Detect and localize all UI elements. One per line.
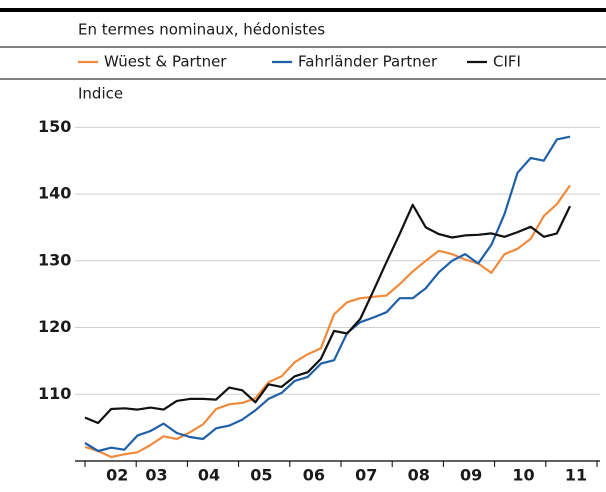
x-tick-label: 05	[250, 466, 272, 485]
y-tick-label: 120	[38, 317, 71, 336]
x-tick-label: 11	[565, 466, 587, 485]
series-line	[84, 135, 571, 453]
y-tick-label: 150	[38, 117, 71, 136]
y-tick-label: 140	[38, 184, 71, 203]
x-tick-label: 10	[512, 466, 534, 485]
x-tick-label: 07	[355, 466, 377, 485]
x-tick-label: 09	[460, 466, 482, 485]
x-tick-label: 08	[408, 466, 430, 485]
top-rule	[0, 8, 606, 12]
x-tick-label: 02	[106, 466, 128, 485]
y-tick-label: 110	[38, 384, 71, 403]
series-line	[84, 184, 571, 459]
legend-label: Fahrländer Partner	[298, 53, 438, 71]
subtitle: En termes nominaux, hédonistes	[78, 21, 325, 39]
legend-label: CIFI	[493, 53, 521, 71]
legend-label: Wüest & Partner	[104, 53, 227, 71]
x-tick-label: 03	[145, 466, 167, 485]
y-tick-label: 130	[38, 250, 71, 269]
series-line	[84, 203, 571, 425]
y-axis-label: Indice	[78, 85, 123, 103]
x-tick-label: 04	[198, 466, 220, 485]
x-tick-label: 06	[303, 466, 325, 485]
